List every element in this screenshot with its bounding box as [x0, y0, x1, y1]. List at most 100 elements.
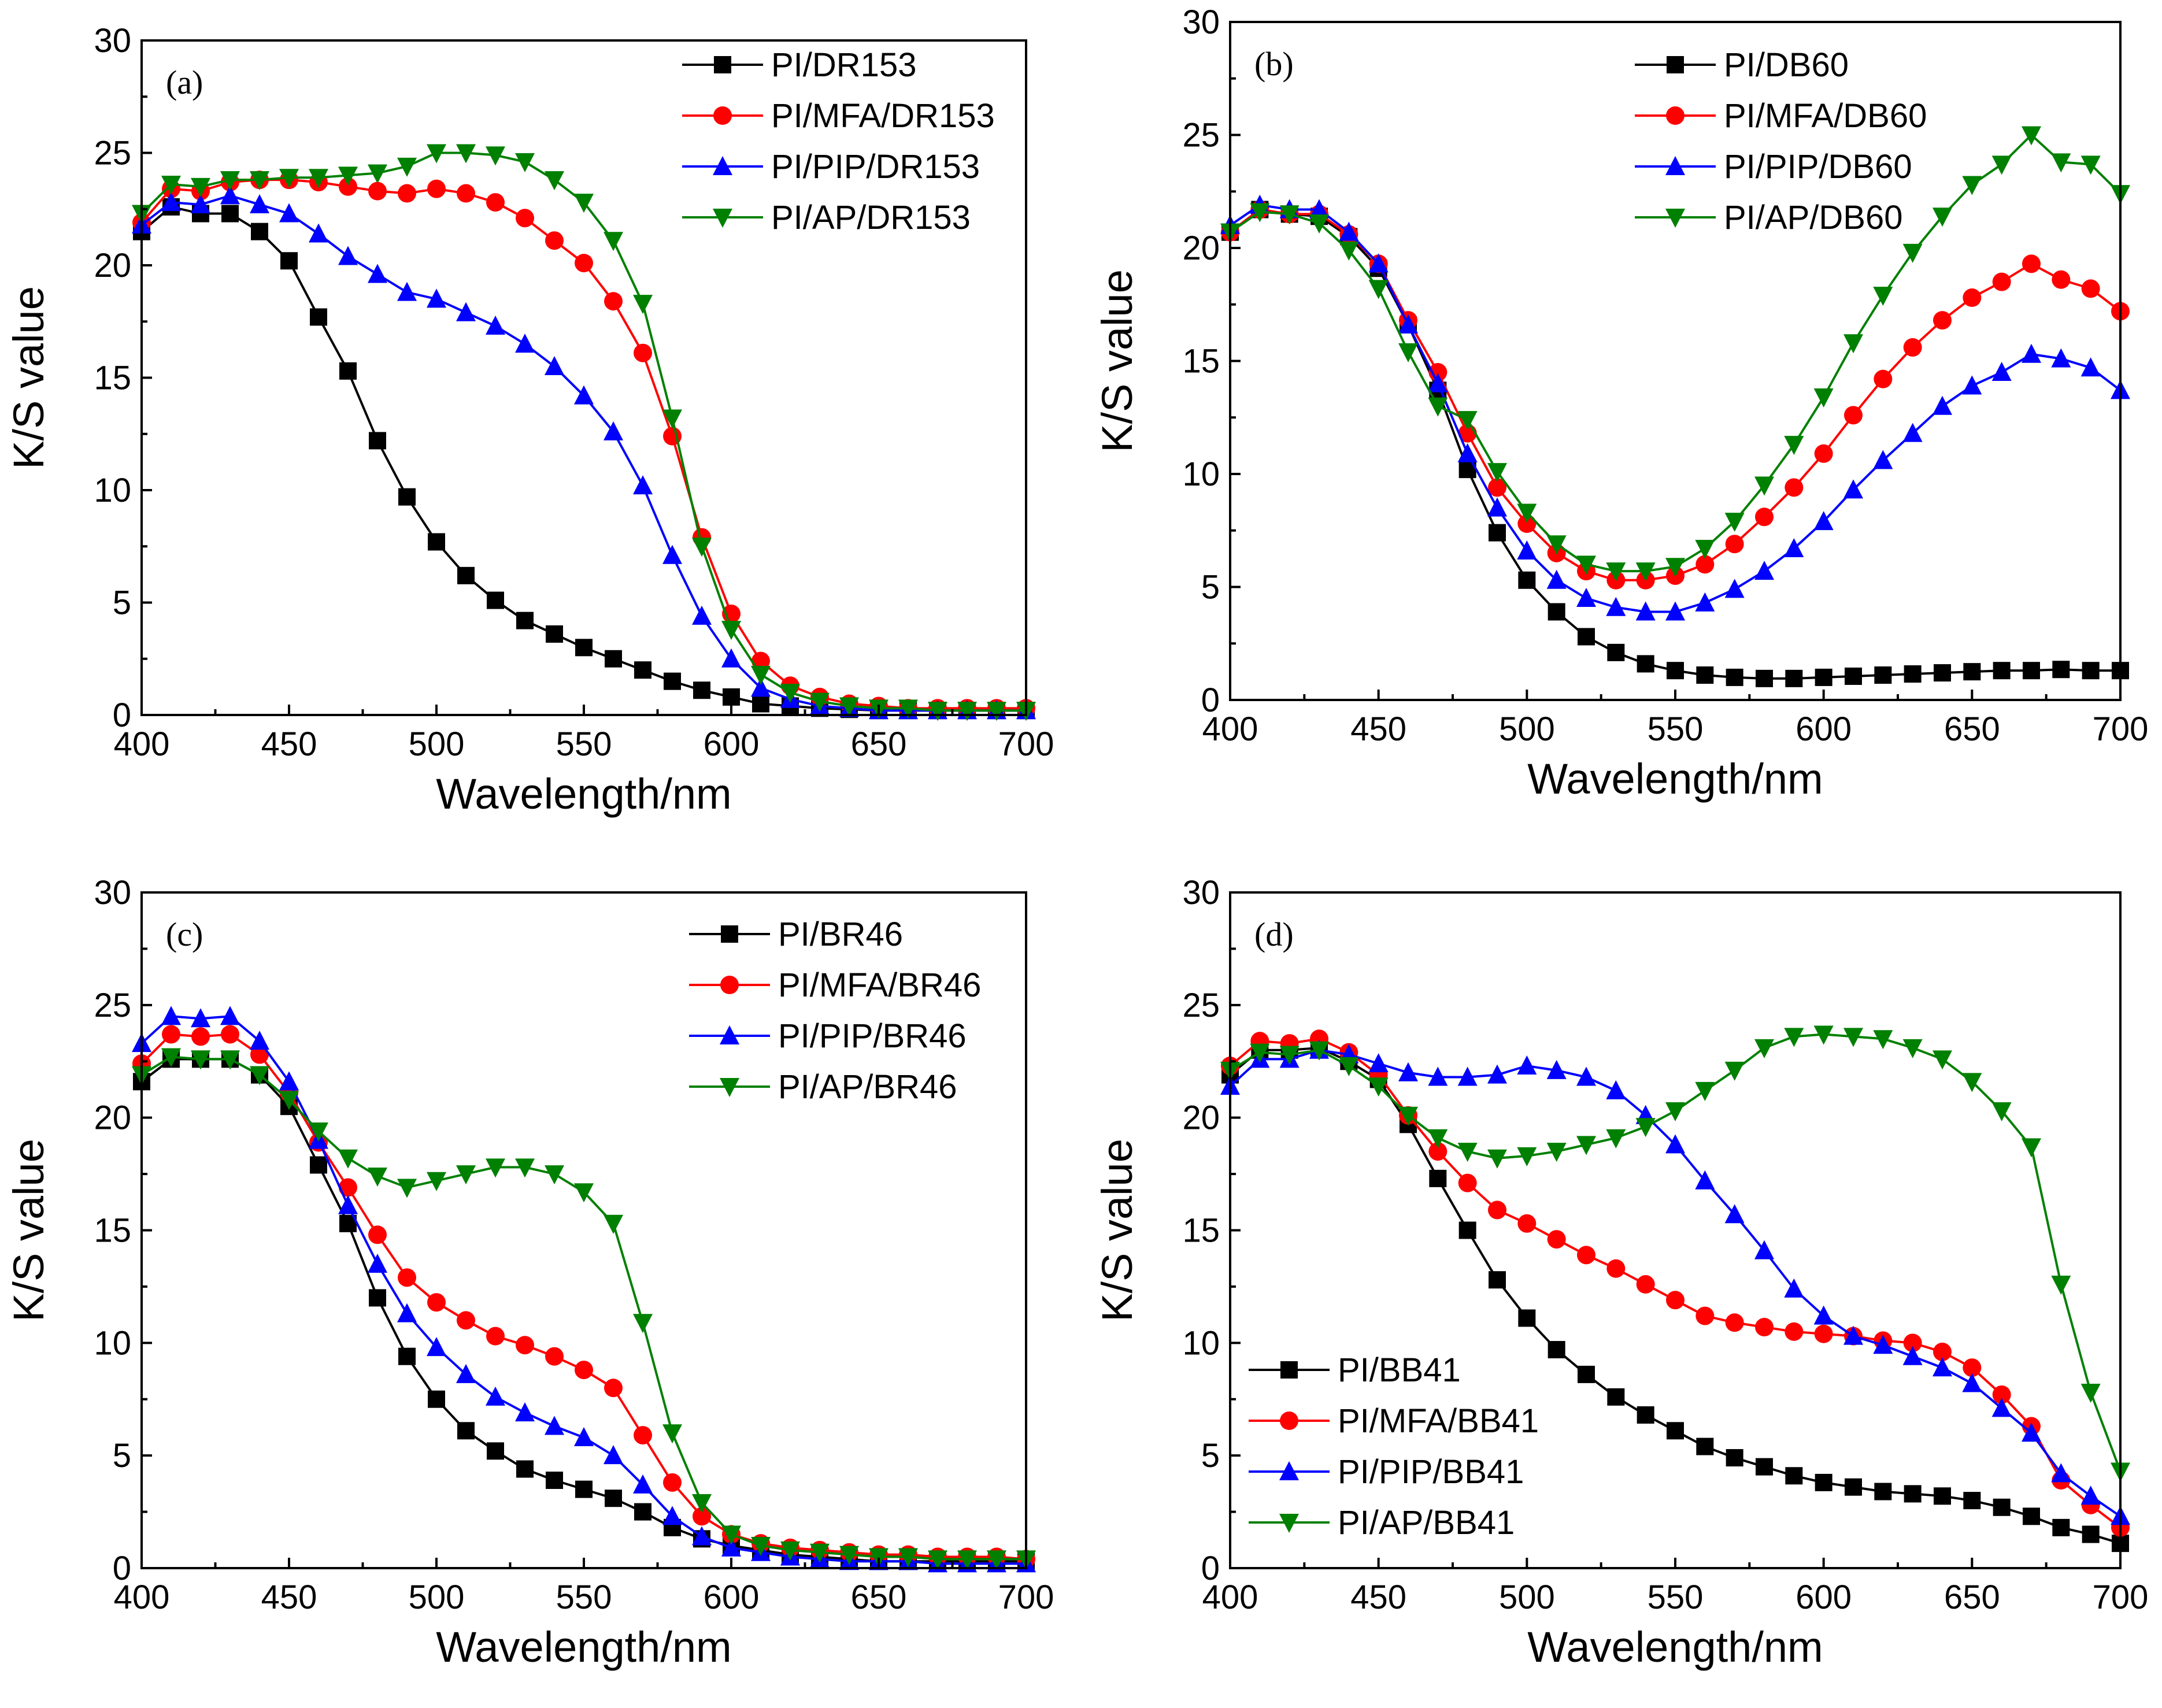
- data-point: [161, 192, 181, 212]
- y-tick-label: 5: [1201, 1437, 1220, 1474]
- data-point: [2080, 155, 2101, 175]
- data-point: [1489, 524, 1506, 542]
- data-point: [1279, 205, 1300, 225]
- y-tick-label: 30: [94, 22, 131, 60]
- legend-marker: [721, 925, 738, 943]
- data-point: [1696, 1437, 1714, 1455]
- y-axis-title: K/S value: [5, 286, 53, 469]
- data-point: [1577, 1246, 1595, 1265]
- series-pi-mfa-dr153: [132, 171, 1035, 718]
- data-point: [574, 1183, 594, 1203]
- data-point: [191, 1050, 210, 1070]
- data-point: [1489, 1271, 1506, 1289]
- x-axis-title: Wavelength/nm: [1527, 1623, 1823, 1671]
- legend-label: PI/MFA/BR46: [778, 966, 981, 1004]
- data-point: [1963, 663, 1981, 681]
- legend: PI/DB60 PI/MFA/DB60 PI/PIP/DB60 PI/AP/DB60: [1635, 46, 1927, 236]
- data-point: [928, 702, 947, 721]
- data-point: [1874, 666, 1892, 684]
- data-point: [957, 702, 977, 721]
- x-tick-label: 400: [114, 725, 170, 763]
- data-point: [1309, 1041, 1329, 1061]
- x-tick-label: 700: [998, 1579, 1054, 1616]
- data-point: [1339, 221, 1359, 241]
- data-point: [1695, 555, 1715, 574]
- data-point: [1517, 1147, 1537, 1166]
- data-point: [486, 1386, 505, 1406]
- data-point: [1309, 199, 1329, 218]
- data-point: [1309, 214, 1329, 234]
- data-point: [1695, 540, 1715, 560]
- data-point: [368, 1253, 387, 1273]
- x-tick-label: 450: [1350, 1579, 1406, 1616]
- data-point: [515, 1158, 535, 1178]
- data-point: [545, 1416, 564, 1435]
- data-point: [604, 292, 623, 311]
- y-tick-label: 20: [94, 247, 131, 284]
- y-tick-label: 15: [94, 360, 131, 397]
- series-pi-dr153: [133, 198, 1035, 720]
- data-point: [1756, 1458, 1773, 1476]
- series-line: [1229, 203, 2122, 613]
- data-point: [2052, 1518, 2070, 1536]
- data-point: [1724, 513, 1745, 532]
- legend-marker: [714, 56, 731, 73]
- data-point: [397, 281, 417, 301]
- data-point: [1665, 601, 1685, 621]
- data-point: [692, 1526, 712, 1546]
- data-point: [1784, 1278, 1804, 1298]
- x-tick-label: 500: [409, 725, 465, 763]
- data-point: [368, 164, 387, 184]
- data-point: [633, 295, 653, 314]
- data-point: [280, 252, 298, 270]
- data-point: [721, 621, 741, 640]
- y-axis-title: K/S value: [1093, 269, 1141, 453]
- data-point: [369, 432, 386, 450]
- data-point: [1518, 1309, 1536, 1327]
- series-line: [1229, 133, 2122, 573]
- data-point: [338, 1195, 358, 1214]
- data-point: [368, 1225, 387, 1244]
- data-point: [2051, 1463, 2071, 1483]
- data-point: [1695, 592, 1715, 612]
- data-point: [457, 184, 475, 203]
- data-point: [663, 1473, 682, 1492]
- data-point: [456, 302, 476, 321]
- y-tick-label: 30: [1182, 3, 1220, 41]
- data-point: [486, 1158, 505, 1178]
- data-point: [486, 193, 505, 212]
- data-point: [457, 1422, 475, 1440]
- data-point: [1904, 665, 1922, 683]
- data-point: [2080, 1384, 2101, 1403]
- data-point: [575, 1361, 593, 1380]
- data-point: [456, 144, 476, 164]
- data-point: [220, 1006, 240, 1025]
- data-point: [250, 1066, 269, 1085]
- data-point: [162, 1025, 180, 1044]
- x-tick-label: 600: [704, 725, 760, 763]
- data-point: [1517, 514, 1537, 533]
- y-tick-label: 25: [1182, 117, 1220, 154]
- x-tick-label: 550: [556, 725, 612, 763]
- data-point: [161, 1048, 181, 1068]
- data-point: [721, 1537, 741, 1557]
- data-point: [1578, 1365, 1595, 1383]
- x-tick-label: 500: [1499, 1579, 1555, 1616]
- legend-label: PI/MFA/DR153: [771, 97, 995, 135]
- data-point: [1457, 1143, 1478, 1162]
- y-tick-label: 25: [94, 987, 131, 1024]
- y-tick-label: 5: [113, 1437, 131, 1474]
- data-point: [1726, 1449, 1743, 1467]
- x-tick-label: 500: [1499, 710, 1555, 748]
- data-point: [2052, 661, 2070, 679]
- y-tick-label: 10: [94, 1324, 131, 1362]
- data-point: [250, 1045, 269, 1064]
- data-point: [1546, 1059, 1567, 1079]
- x-tick-label: 550: [1648, 1579, 1704, 1616]
- data-point: [486, 1327, 505, 1346]
- data-point: [516, 612, 534, 629]
- data-point: [1398, 1062, 1418, 1081]
- data-point: [1904, 1485, 1922, 1503]
- y-tick-label: 25: [1182, 987, 1220, 1024]
- data-point: [1487, 497, 1507, 517]
